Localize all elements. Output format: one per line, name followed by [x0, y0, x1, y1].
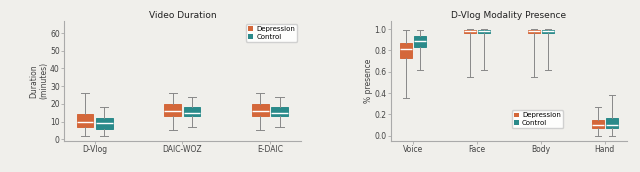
- PathPatch shape: [184, 107, 200, 116]
- Legend: Depression, Control: Depression, Control: [246, 24, 297, 42]
- PathPatch shape: [400, 43, 412, 58]
- Legend: Depression, Control: Depression, Control: [511, 110, 563, 128]
- PathPatch shape: [528, 30, 540, 33]
- PathPatch shape: [414, 36, 426, 47]
- Title: D-Vlog Modality Presence: D-Vlog Modality Presence: [451, 11, 566, 20]
- PathPatch shape: [271, 107, 288, 116]
- PathPatch shape: [592, 120, 604, 128]
- PathPatch shape: [606, 118, 618, 128]
- PathPatch shape: [542, 30, 554, 33]
- PathPatch shape: [478, 30, 490, 33]
- Y-axis label: % presence: % presence: [364, 59, 373, 103]
- Title: Video Duration: Video Duration: [148, 11, 216, 20]
- PathPatch shape: [252, 104, 269, 116]
- PathPatch shape: [464, 30, 476, 33]
- Y-axis label: Duration
(minutes): Duration (minutes): [29, 62, 49, 99]
- PathPatch shape: [164, 104, 181, 116]
- PathPatch shape: [77, 115, 93, 127]
- PathPatch shape: [96, 118, 113, 129]
